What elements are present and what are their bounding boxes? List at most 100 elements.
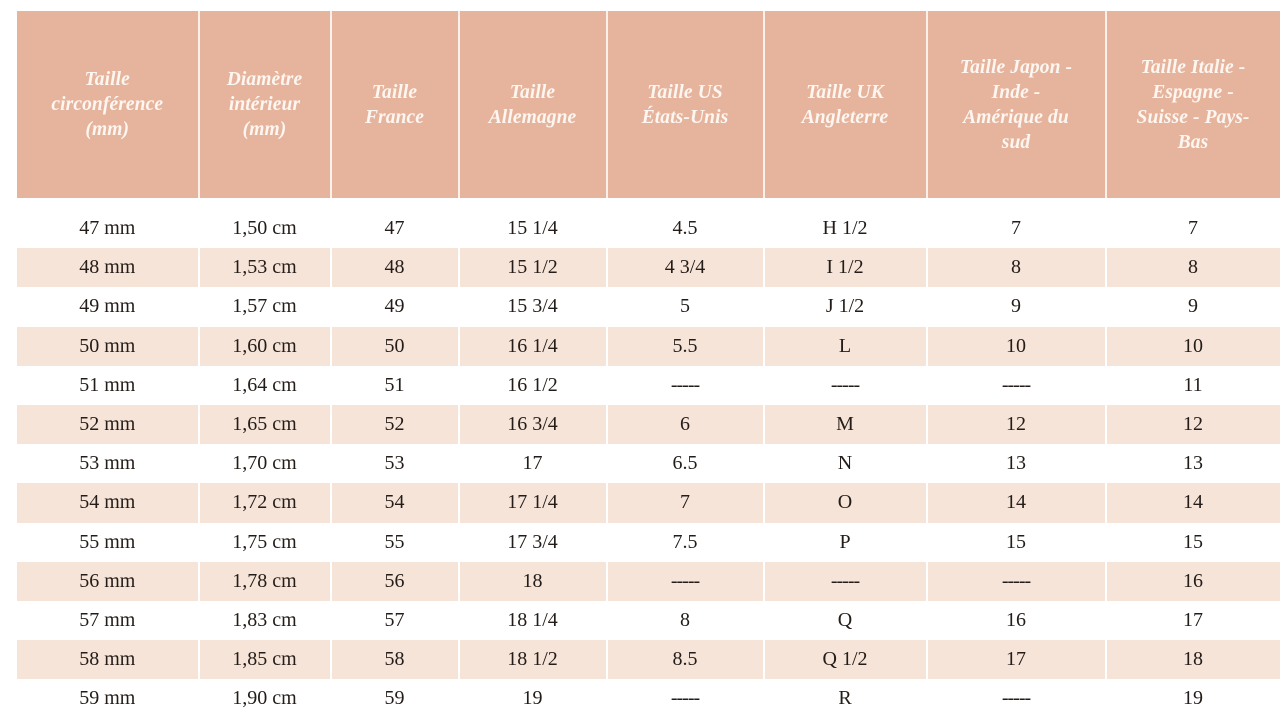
table-cell: ----- bbox=[605, 561, 765, 601]
header-line: Espagne - bbox=[1152, 81, 1234, 103]
table-cell: 52 bbox=[329, 404, 460, 445]
table-cell: 8 bbox=[1104, 248, 1280, 288]
table-cell: 48 bbox=[329, 248, 460, 288]
table-cell: N bbox=[762, 444, 928, 484]
header-line: Suisse - Pays- bbox=[1136, 106, 1250, 128]
header-line: Allemagne bbox=[488, 106, 577, 128]
table-cell: 17 bbox=[457, 444, 608, 484]
table-cell: 8.5 bbox=[605, 640, 765, 680]
table-cell: 54 bbox=[329, 483, 460, 523]
header-line: sud bbox=[1001, 131, 1031, 153]
table-cell: 19 bbox=[457, 679, 608, 719]
header-line: Taille Japon - bbox=[959, 56, 1073, 78]
column-header-us: Taille US États-Unis bbox=[605, 5, 765, 204]
table-cell: 52 mm bbox=[0, 404, 200, 445]
table-cell: 8 bbox=[605, 600, 765, 641]
table-row: 49 mm 1,57 cm 49 15 3/4 5 J 1/2 9 9 bbox=[0, 287, 1280, 327]
table-cell: 47 mm bbox=[0, 209, 200, 249]
header-line: Taille bbox=[509, 81, 556, 103]
table-cell: 16 1/2 bbox=[457, 365, 608, 405]
table-cell: O bbox=[762, 483, 928, 523]
header-line: intérieur bbox=[228, 94, 301, 115]
table-cell: 1,70 cm bbox=[197, 444, 332, 484]
table-header: Taille circonférence (mm) Diamètre intér… bbox=[0, 5, 1280, 210]
table-cell: 9 bbox=[925, 287, 1107, 327]
table-row: 53 mm 1,70 cm 53 17 6.5 N 13 13 bbox=[0, 444, 1280, 484]
table-cell: 16 3/4 bbox=[457, 404, 608, 445]
header-line: (mm) bbox=[85, 119, 130, 140]
column-header-italy-spain-switzerland-netherlands: Taille Italie - Espagne - Suisse - Pays-… bbox=[1104, 5, 1280, 204]
column-header-uk: Taille UK Angleterre bbox=[762, 5, 928, 204]
table-cell: P bbox=[762, 522, 928, 562]
table-row: 55 mm 1,75 cm 55 17 3/4 7.5 P 15 15 bbox=[0, 522, 1280, 562]
table-row: 51 mm 1,64 cm 51 16 1/2 ----- ----- ----- 11 bbox=[0, 365, 1280, 405]
table-cell: 1,64 cm bbox=[197, 365, 332, 405]
header-row: Taille circonférence (mm) Diamètre intér… bbox=[0, 5, 1280, 204]
table-cell: 56 bbox=[329, 561, 460, 601]
column-header-japan-india-south-america: Taille Japon - Inde - Amérique du sud bbox=[925, 5, 1107, 204]
header-line: Taille Italie - bbox=[1140, 56, 1246, 78]
table-cell: 17 3/4 bbox=[457, 522, 608, 562]
table-cell: 7 bbox=[925, 209, 1107, 249]
table-row: 52 mm 1,65 cm 52 16 3/4 6 M 12 12 bbox=[0, 404, 1280, 445]
table-cell: 57 bbox=[329, 600, 460, 641]
header-line: Bas bbox=[1177, 131, 1209, 153]
table-cell: 17 1/4 bbox=[457, 483, 608, 523]
table-cell: 1,90 cm bbox=[197, 679, 332, 719]
table-cell: 1,83 cm bbox=[197, 600, 332, 641]
table-cell: 53 bbox=[329, 444, 460, 484]
table-cell: ----- bbox=[925, 561, 1107, 601]
column-header-france: Taille France bbox=[329, 5, 460, 204]
table-cell: 10 bbox=[1104, 326, 1280, 366]
table-cell: 13 bbox=[925, 444, 1107, 484]
table-cell: 16 bbox=[1104, 561, 1280, 601]
table-cell: 59 mm bbox=[0, 679, 200, 719]
table-body: 47 mm 1,50 cm 47 15 1/4 4.5 H 1/2 7 7 48 mm 1,53 … bbox=[0, 209, 1280, 719]
table-cell: ----- bbox=[605, 365, 765, 405]
table-cell: ----- bbox=[605, 679, 765, 719]
table-cell: 18 bbox=[457, 561, 608, 601]
table-cell: ----- bbox=[762, 365, 928, 405]
table-row: 57 mm 1,83 cm 57 18 1/4 8 Q 16 17 bbox=[0, 600, 1280, 641]
table-cell: 51 bbox=[329, 365, 460, 405]
table-cell: Q 1/2 bbox=[762, 640, 928, 680]
table-cell: 14 bbox=[1104, 483, 1280, 523]
table-cell: ----- bbox=[925, 365, 1107, 405]
table-cell: H 1/2 bbox=[762, 209, 928, 249]
table-row: 50 mm 1,60 cm 50 16 1/4 5.5 L 10 10 bbox=[0, 326, 1280, 366]
table-cell: 14 bbox=[925, 483, 1107, 523]
table-cell: 4.5 bbox=[605, 209, 765, 249]
table-row: 56 mm 1,78 cm 56 18 ----- ----- ----- 16 bbox=[0, 561, 1280, 601]
table-cell: 12 bbox=[1104, 404, 1280, 445]
table-cell: 18 1/2 bbox=[457, 640, 608, 680]
table-row: 58 mm 1,85 cm 58 18 1/2 8.5 Q 1/2 17 18 bbox=[0, 640, 1280, 680]
table-cell: 1,60 cm bbox=[197, 326, 332, 366]
table-cell: 7 bbox=[1104, 209, 1280, 249]
table-cell: 51 mm bbox=[0, 365, 200, 405]
table-cell: 58 bbox=[329, 640, 460, 680]
table-cell: 50 bbox=[329, 326, 460, 366]
table-cell: 17 bbox=[925, 640, 1107, 680]
table-cell: ----- bbox=[925, 679, 1107, 719]
table-cell: 58 mm bbox=[0, 640, 200, 680]
table-cell: J 1/2 bbox=[762, 287, 928, 327]
table-cell: 56 mm bbox=[0, 561, 200, 601]
header-line: États-Unis bbox=[641, 106, 729, 128]
table-cell: Q bbox=[762, 600, 928, 641]
table-row: 59 mm 1,90 cm 59 19 ----- R ----- 19 bbox=[0, 679, 1280, 719]
table-cell: 1,53 cm bbox=[197, 248, 332, 288]
table-cell: 10 bbox=[925, 326, 1107, 366]
table-cell: 53 mm bbox=[0, 444, 200, 484]
table-cell: 17 bbox=[1104, 600, 1280, 641]
table-cell: 11 bbox=[1104, 365, 1280, 405]
header-line: Taille bbox=[371, 81, 418, 103]
column-header-circumference: Taille circonférence (mm) bbox=[0, 5, 200, 204]
table-cell: 15 bbox=[925, 522, 1107, 562]
column-header-inner-diameter: Diamètre intérieur (mm) bbox=[197, 5, 332, 204]
table-cell: 15 1/2 bbox=[457, 248, 608, 288]
table-cell: 1,85 cm bbox=[197, 640, 332, 680]
table-cell: 16 1/4 bbox=[457, 326, 608, 366]
header-line: circonférence bbox=[51, 94, 164, 115]
